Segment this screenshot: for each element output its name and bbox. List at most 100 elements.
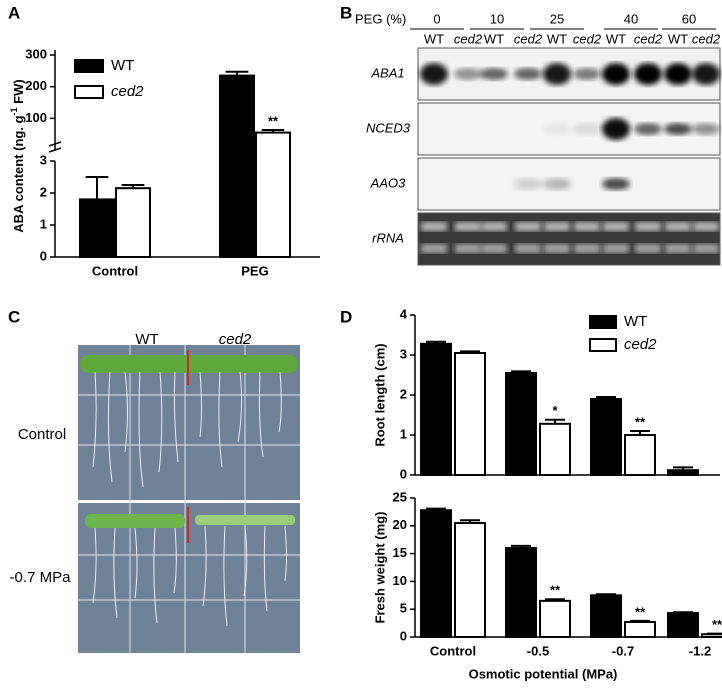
x-tick-label: PEG: [241, 263, 268, 278]
lane-label: WT: [484, 31, 504, 46]
rrna-band: [421, 244, 447, 253]
group-label: 40: [624, 11, 638, 26]
y-tick-label: 10: [393, 573, 407, 588]
error-bar: [707, 632, 722, 635]
y-tick-label: 20: [393, 517, 407, 532]
band: [514, 178, 542, 190]
y-tick-label: 0: [400, 628, 407, 643]
error-bar: [673, 611, 693, 614]
group-label: 10: [490, 11, 504, 26]
lane-label: ced2: [692, 31, 721, 46]
y-axis-label: Fresh weight (mg): [372, 512, 387, 624]
band: [602, 63, 630, 85]
panel-label: C: [8, 307, 20, 326]
rrna-band: [481, 244, 507, 253]
error-bar: [596, 593, 616, 596]
bar: [624, 434, 656, 476]
y-label-part: FW): [11, 79, 26, 107]
significance: **: [268, 113, 279, 128]
band: [573, 123, 601, 135]
y-tick-label: 100: [25, 110, 47, 125]
lane-label: ced2: [634, 31, 663, 46]
rrna-band: [455, 244, 481, 253]
y-tick-label: 4: [400, 306, 408, 321]
error-bar: [545, 418, 565, 424]
group-label: 0: [433, 11, 440, 26]
bar: [590, 594, 622, 638]
band: [480, 68, 508, 80]
y-tick-label: 2: [40, 184, 47, 199]
legend-swatch: [74, 85, 104, 99]
significance: **: [635, 414, 646, 429]
legend-label: WT: [624, 313, 647, 330]
error-bar: [460, 350, 480, 353]
lane-label: WT: [424, 31, 444, 46]
legend-swatch: [589, 338, 617, 352]
y-label-part: -1: [9, 107, 19, 115]
bar: [590, 398, 622, 476]
error-bar: [261, 129, 285, 133]
photo-col: WT: [135, 331, 158, 348]
panel-label: B: [340, 3, 352, 22]
band: [692, 63, 720, 85]
rrna-band: [603, 244, 629, 253]
bar: [219, 74, 255, 259]
band: [634, 63, 662, 85]
rrna-band: [693, 222, 719, 231]
bar: [505, 372, 537, 476]
band: [664, 63, 692, 85]
band: [634, 123, 662, 135]
error-bar: [85, 176, 109, 200]
lane-label: ced2: [573, 31, 602, 46]
group-label: 25: [550, 11, 564, 26]
rrna-band: [515, 244, 541, 253]
error-bar: [630, 430, 650, 435]
bar: [115, 187, 151, 258]
y-tick-label: 15: [393, 545, 407, 560]
rrna-band: [693, 244, 719, 253]
legend-swatch: [74, 59, 104, 73]
y-label-part: ABA content (ng. g: [11, 115, 26, 232]
rrna-band: [544, 244, 570, 253]
error-bar: [630, 619, 650, 622]
y-tick-label: 1: [400, 426, 407, 441]
x-tick-label: Control: [92, 263, 138, 278]
bar: [667, 469, 699, 477]
rrna-band: [665, 244, 691, 253]
rrna-band: [481, 222, 507, 231]
lane-label: WT: [547, 31, 567, 46]
x-tick-label: Control: [430, 643, 476, 658]
y-tick-label: 3: [400, 346, 407, 361]
rrna-band: [421, 222, 447, 231]
rrna-band: [574, 244, 600, 253]
lane-label: WT: [606, 31, 626, 46]
error-bar: [511, 544, 531, 549]
significance: *: [552, 403, 558, 418]
x-tick-label: -1.2: [689, 643, 711, 658]
rrna-band: [665, 222, 691, 231]
bar: [667, 612, 699, 638]
x-tick-label: -0.7: [612, 643, 634, 658]
y-tick-label: 0: [40, 248, 47, 263]
y-tick-label: 3: [40, 152, 47, 167]
rrna-band: [635, 222, 661, 231]
photo-row: Control: [18, 426, 66, 443]
legend-label: ced2: [624, 336, 657, 353]
band: [602, 178, 630, 190]
y-tick-label: 300: [25, 46, 47, 61]
bar: [539, 422, 571, 476]
rrna-band: [635, 244, 661, 253]
band: [664, 123, 692, 135]
band: [543, 123, 571, 135]
bar: [505, 547, 537, 638]
error-bar: [545, 598, 565, 601]
row-label: NCED3: [366, 120, 411, 135]
group-label: 60: [682, 11, 696, 26]
rrna-band: [544, 222, 570, 231]
bar: [454, 522, 486, 639]
y-tick-label: 25: [393, 489, 407, 504]
error-bar: [511, 370, 531, 373]
band: [420, 63, 448, 85]
error-bar: [121, 184, 145, 189]
